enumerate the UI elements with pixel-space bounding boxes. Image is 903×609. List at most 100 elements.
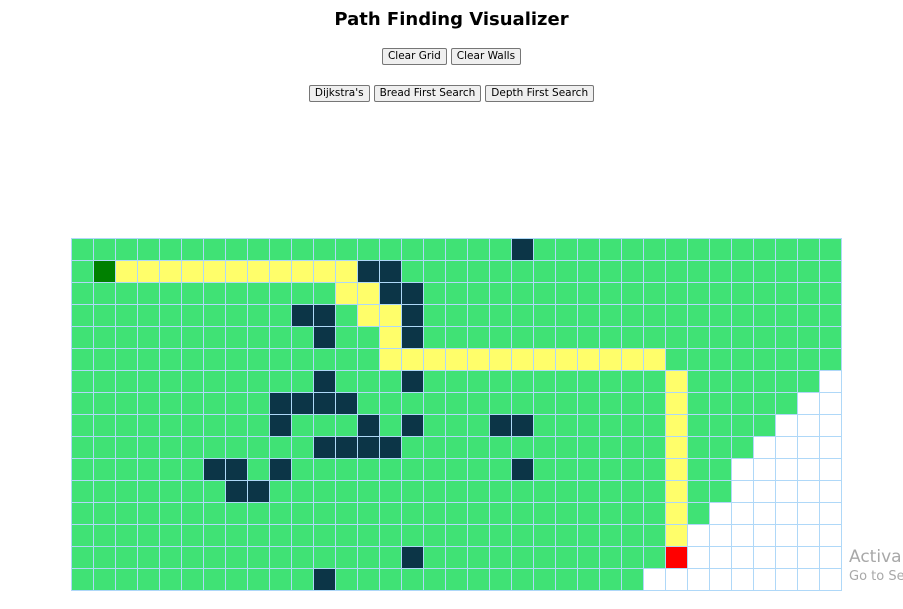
grid-cell-visited[interactable] bbox=[270, 283, 291, 304]
grid-cell-wall[interactable] bbox=[292, 393, 313, 414]
grid-cell-visited[interactable] bbox=[138, 525, 159, 546]
grid-cell-visited[interactable] bbox=[94, 547, 115, 568]
grid-cell-visited[interactable] bbox=[204, 283, 225, 304]
grid-cell-visited[interactable] bbox=[138, 327, 159, 348]
grid-cell-unvisited[interactable] bbox=[754, 503, 775, 524]
grid-cell-visited[interactable] bbox=[138, 547, 159, 568]
grid-cell-visited[interactable] bbox=[688, 393, 709, 414]
grid-cell-visited[interactable] bbox=[248, 349, 269, 370]
grid-cell-visited[interactable] bbox=[820, 327, 841, 348]
grid-cell-visited[interactable] bbox=[710, 481, 731, 502]
grid-cell-unvisited[interactable] bbox=[710, 525, 731, 546]
grid-cell-visited[interactable] bbox=[754, 415, 775, 436]
grid-cell-visited[interactable] bbox=[204, 349, 225, 370]
grid-cell-visited[interactable] bbox=[732, 305, 753, 326]
grid-cell-visited[interactable] bbox=[380, 393, 401, 414]
grid-cell-visited[interactable] bbox=[732, 371, 753, 392]
grid-cell-visited[interactable] bbox=[534, 569, 555, 590]
grid-cell-visited[interactable] bbox=[776, 261, 797, 282]
grid-cell-visited[interactable] bbox=[138, 393, 159, 414]
grid-cell-visited[interactable] bbox=[600, 503, 621, 524]
grid-cell-visited[interactable] bbox=[72, 349, 93, 370]
grid-cell-visited[interactable] bbox=[336, 239, 357, 260]
grid-cell-visited[interactable] bbox=[160, 371, 181, 392]
grid-cell-visited[interactable] bbox=[710, 371, 731, 392]
grid-cell-unvisited[interactable] bbox=[798, 503, 819, 524]
grid-cell-visited[interactable] bbox=[820, 349, 841, 370]
grid-cell-visited[interactable] bbox=[600, 547, 621, 568]
grid-cell-visited[interactable] bbox=[490, 437, 511, 458]
grid-cell-visited[interactable] bbox=[116, 393, 137, 414]
grid-cell-path[interactable] bbox=[446, 349, 467, 370]
grid-cell-visited[interactable] bbox=[732, 283, 753, 304]
grid-cell-unvisited[interactable] bbox=[776, 569, 797, 590]
grid-cell-unvisited[interactable] bbox=[732, 459, 753, 480]
grid-cell-unvisited[interactable] bbox=[798, 437, 819, 458]
grid-cell-visited[interactable] bbox=[358, 569, 379, 590]
grid-cell-visited[interactable] bbox=[270, 503, 291, 524]
grid-cell-visited[interactable] bbox=[424, 525, 445, 546]
grid-cell-visited[interactable] bbox=[270, 525, 291, 546]
grid-cell-visited[interactable] bbox=[182, 525, 203, 546]
grid-cell-visited[interactable] bbox=[138, 349, 159, 370]
grid-cell-visited[interactable] bbox=[204, 415, 225, 436]
grid-cell-visited[interactable] bbox=[116, 547, 137, 568]
grid-cell-visited[interactable] bbox=[446, 261, 467, 282]
grid-cell-visited[interactable] bbox=[424, 437, 445, 458]
grid-cell-end[interactable] bbox=[666, 547, 687, 568]
grid-cell-visited[interactable] bbox=[336, 459, 357, 480]
grid-cell-wall[interactable] bbox=[314, 393, 335, 414]
grid-cell-visited[interactable] bbox=[380, 569, 401, 590]
grid-cell-visited[interactable] bbox=[204, 393, 225, 414]
grid-cell-visited[interactable] bbox=[336, 415, 357, 436]
grid-cell-path[interactable] bbox=[512, 349, 533, 370]
grid-cell-visited[interactable] bbox=[644, 239, 665, 260]
grid-cell-visited[interactable] bbox=[270, 349, 291, 370]
grid-cell-visited[interactable] bbox=[512, 305, 533, 326]
grid-cell-wall[interactable] bbox=[248, 481, 269, 502]
grid-cell-visited[interactable] bbox=[248, 239, 269, 260]
grid-cell-visited[interactable] bbox=[72, 547, 93, 568]
grid-cell-unvisited[interactable] bbox=[798, 525, 819, 546]
grid-cell-visited[interactable] bbox=[138, 503, 159, 524]
grid-cell-visited[interactable] bbox=[512, 393, 533, 414]
grid-cell-visited[interactable] bbox=[314, 283, 335, 304]
grid-cell-visited[interactable] bbox=[732, 239, 753, 260]
grid-cell-visited[interactable] bbox=[600, 283, 621, 304]
grid-cell-visited[interactable] bbox=[336, 481, 357, 502]
grid-cell-path[interactable] bbox=[380, 305, 401, 326]
grid-cell-visited[interactable] bbox=[424, 503, 445, 524]
grid-cell-visited[interactable] bbox=[402, 525, 423, 546]
grid-cell-visited[interactable] bbox=[666, 283, 687, 304]
grid-cell-visited[interactable] bbox=[226, 239, 247, 260]
grid-cell-visited[interactable] bbox=[556, 437, 577, 458]
grid-cell-visited[interactable] bbox=[468, 327, 489, 348]
grid-cell-visited[interactable] bbox=[204, 239, 225, 260]
grid-cell-wall[interactable] bbox=[402, 371, 423, 392]
grid-cell-wall[interactable] bbox=[512, 459, 533, 480]
grid-cell-visited[interactable] bbox=[248, 569, 269, 590]
grid-cell-visited[interactable] bbox=[424, 283, 445, 304]
grid-cell-wall[interactable] bbox=[226, 481, 247, 502]
grid-cell-unvisited[interactable] bbox=[688, 525, 709, 546]
grid-cell-unvisited[interactable] bbox=[798, 393, 819, 414]
grid-cell-path[interactable] bbox=[402, 349, 423, 370]
grid-cell-visited[interactable] bbox=[732, 393, 753, 414]
grid-cell-visited[interactable] bbox=[512, 481, 533, 502]
grid-cell-visited[interactable] bbox=[688, 261, 709, 282]
grid-cell-visited[interactable] bbox=[424, 569, 445, 590]
grid-cell-visited[interactable] bbox=[556, 481, 577, 502]
grid-cell-visited[interactable] bbox=[160, 283, 181, 304]
grid-cell-visited[interactable] bbox=[314, 547, 335, 568]
grid-cell-path[interactable] bbox=[138, 261, 159, 282]
grid-cell-visited[interactable] bbox=[248, 327, 269, 348]
grid-cell-visited[interactable] bbox=[754, 305, 775, 326]
grid-cell-visited[interactable] bbox=[446, 437, 467, 458]
grid-cell-unvisited[interactable] bbox=[644, 569, 665, 590]
grid-cell-visited[interactable] bbox=[72, 261, 93, 282]
grid-cell-unvisited[interactable] bbox=[798, 415, 819, 436]
grid-cell-wall[interactable] bbox=[270, 415, 291, 436]
grid-cell-visited[interactable] bbox=[688, 349, 709, 370]
grid-cell-visited[interactable] bbox=[226, 327, 247, 348]
grid-cell-unvisited[interactable] bbox=[754, 437, 775, 458]
